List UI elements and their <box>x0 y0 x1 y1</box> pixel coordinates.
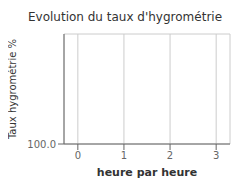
svg-text:Taux hygrométrie %: Taux hygrométrie % <box>8 39 18 140</box>
html-text:Evolution du taux d'hygrométri: Evolution du taux d'hygrométrie <box>28 10 222 24</box>
svg-text:heure par heure: heure par heure <box>97 166 197 178</box>
svg-text:2: 2 <box>167 150 173 161</box>
svg-text:100.0: 100.0 <box>27 139 56 150</box>
svg-text:3: 3 <box>213 150 219 161</box>
svg-text:0: 0 <box>75 150 81 161</box>
svg-text:1: 1 <box>121 150 127 161</box>
